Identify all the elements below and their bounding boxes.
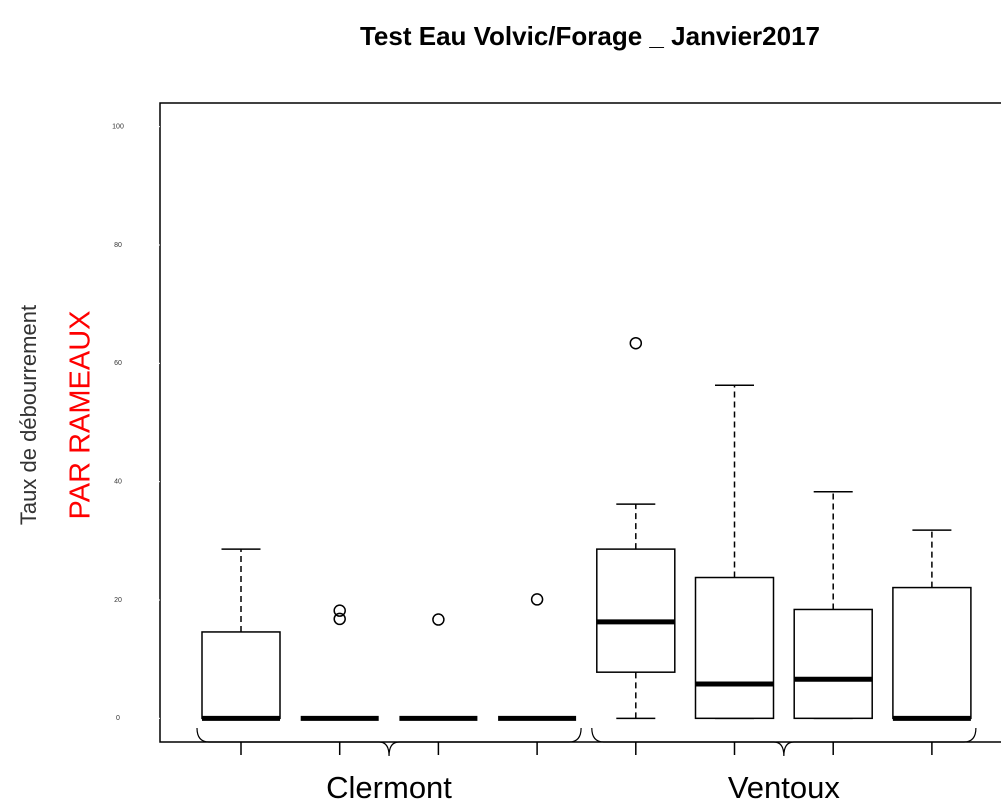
box — [201, 631, 281, 720]
outlier — [530, 593, 544, 606]
group-brace — [196, 727, 582, 757]
outlier — [333, 612, 346, 626]
box — [892, 586, 972, 720]
box — [793, 608, 873, 720]
group-brace — [591, 727, 977, 757]
chart-title: Test Eau Volvic/Forage _ Janvier2017 — [360, 21, 820, 51]
y-tick-label: 0 — [116, 715, 120, 722]
group-label: Clermont — [326, 770, 452, 805]
y-tick-label: 80 — [114, 242, 122, 249]
y-axis-label: Taux de débourrement — [16, 305, 41, 525]
plot-frame — [159, 102, 1001, 743]
y-tick-label: 20 — [114, 597, 122, 604]
outlier — [333, 604, 346, 617]
y-tick-label: 40 — [114, 479, 122, 486]
y-tick-label: 60 — [114, 360, 122, 367]
box — [694, 576, 775, 720]
group-label: Ventoux — [728, 770, 841, 805]
box — [596, 548, 676, 673]
outlier — [629, 336, 643, 350]
annotation: PAR RAMEAUX — [65, 311, 97, 520]
outlier — [432, 613, 445, 626]
y-tick-label: 100 — [112, 124, 124, 131]
